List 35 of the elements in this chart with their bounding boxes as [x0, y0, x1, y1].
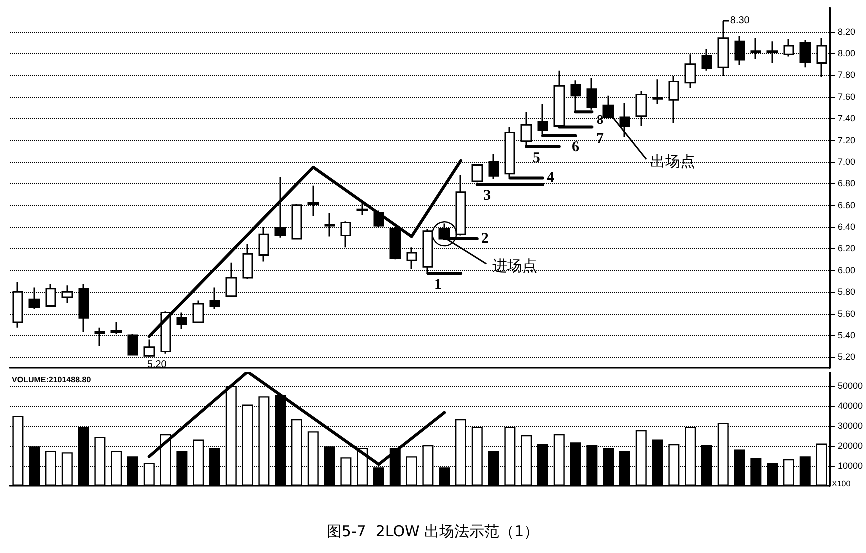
- y-tick-label: 5.80: [838, 287, 856, 298]
- annotation: VOLUME:2101488.80: [12, 376, 92, 384]
- series-label: 6: [572, 139, 580, 156]
- series-label: 7: [596, 130, 604, 147]
- y-tick-label: 7.80: [838, 70, 856, 80]
- annotation: 进场点: [492, 257, 538, 276]
- y-tick-label: 8.20: [838, 26, 856, 37]
- y-tick-label: 50000: [838, 381, 864, 391]
- y-tick-label: 7.40: [838, 114, 856, 124]
- annotation: 8.30: [730, 16, 750, 27]
- legend-label: 2: [481, 230, 489, 247]
- y-tick-label: 6.60: [838, 200, 856, 210]
- y-tick-label: 7.60: [838, 92, 856, 102]
- series-label: 3: [484, 188, 492, 204]
- annotation: 出场点: [650, 152, 696, 171]
- y-tick-label: 20000: [838, 441, 864, 451]
- y-tick-label: 40000: [838, 401, 864, 411]
- y-tick-label: 8.00: [838, 48, 856, 59]
- y-tick-label: 10000: [838, 461, 864, 471]
- y-tick-label: 6.80: [838, 178, 856, 189]
- y-tick-label: 5.40: [838, 330, 856, 340]
- series-label: 4: [547, 170, 555, 186]
- series-label: 5: [532, 150, 540, 166]
- annotation: 5.20: [147, 360, 168, 371]
- y-tick-label: 5.20: [838, 352, 856, 362]
- y-tick-label: 6.40: [838, 222, 856, 232]
- y-tick-label: 7.00: [838, 156, 856, 167]
- y-tick-label: 5.60: [838, 308, 856, 319]
- y-tick-label: 6.00: [838, 265, 856, 276]
- y-tick-label: 30000: [838, 421, 864, 431]
- series-label: 1: [434, 277, 442, 294]
- caption: 图5-7 2LOW 出场法示范（1）: [326, 522, 540, 540]
- y-tick-label: 6.20: [838, 244, 856, 254]
- text: X100: [832, 480, 852, 488]
- y-tick-label: 7.20: [838, 135, 856, 146]
